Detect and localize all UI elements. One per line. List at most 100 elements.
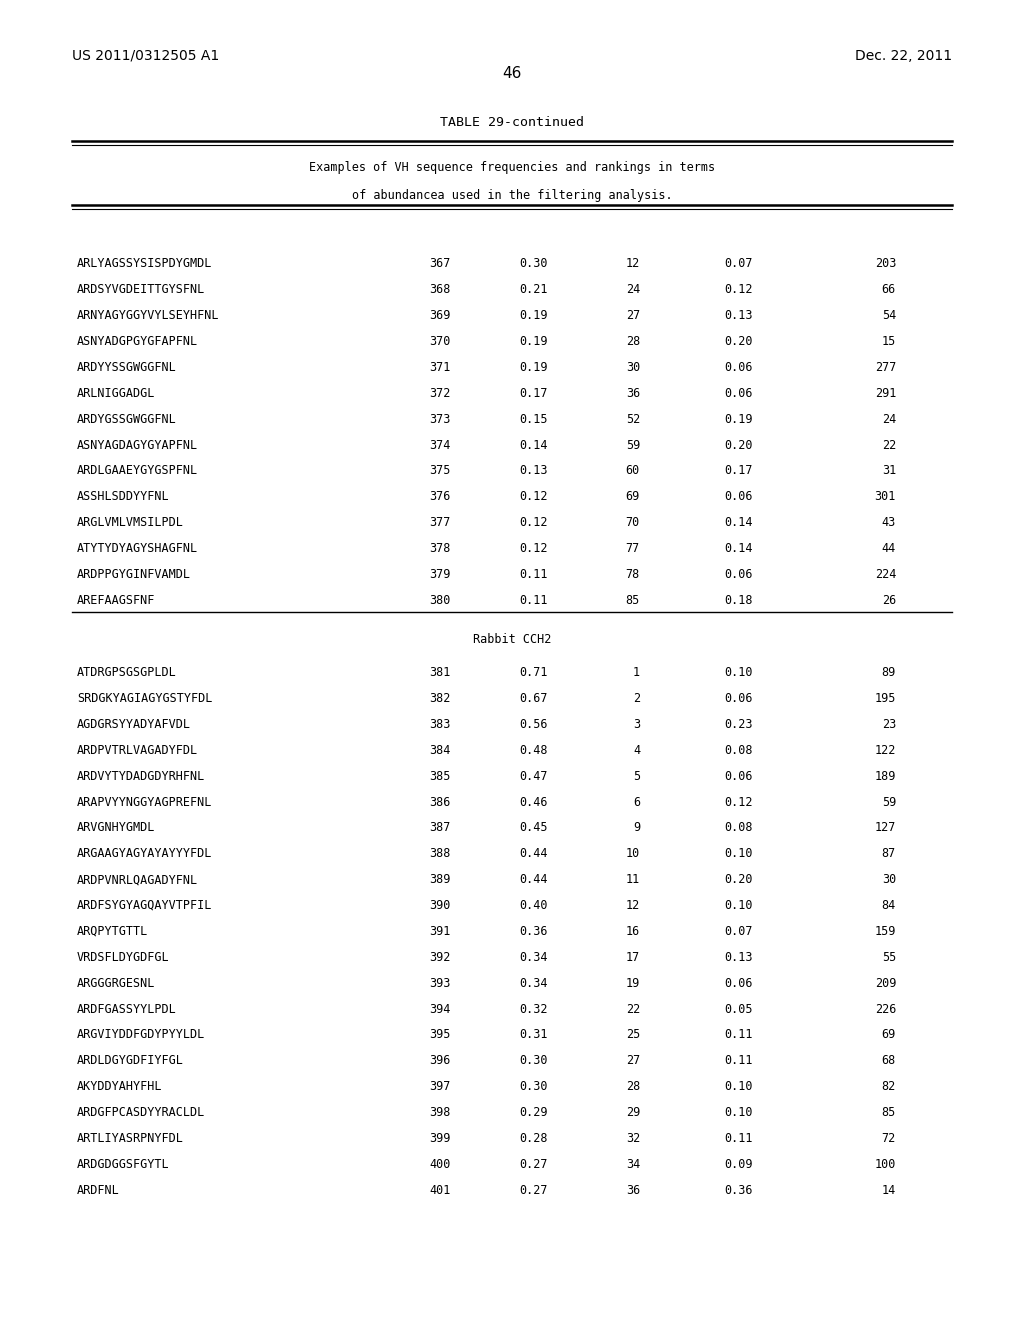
Text: Examples of VH sequence frequencies and rankings in terms: Examples of VH sequence frequencies and … — [309, 161, 715, 174]
Text: 375: 375 — [429, 465, 451, 478]
Text: 1: 1 — [633, 667, 640, 680]
Text: 11: 11 — [626, 873, 640, 886]
Text: 0.21: 0.21 — [519, 284, 548, 296]
Text: ARDFNL: ARDFNL — [77, 1184, 120, 1197]
Text: 400: 400 — [429, 1158, 451, 1171]
Text: 32: 32 — [626, 1131, 640, 1144]
Text: 395: 395 — [429, 1028, 451, 1041]
Text: 376: 376 — [429, 490, 451, 503]
Text: 70: 70 — [626, 516, 640, 529]
Text: 0.14: 0.14 — [724, 516, 753, 529]
Text: 30: 30 — [882, 873, 896, 886]
Text: 0.20: 0.20 — [724, 438, 753, 451]
Text: 46: 46 — [503, 66, 521, 81]
Text: 66: 66 — [882, 284, 896, 296]
Text: 0.34: 0.34 — [519, 977, 548, 990]
Text: 0.36: 0.36 — [724, 1184, 753, 1197]
Text: 374: 374 — [429, 438, 451, 451]
Text: 0.10: 0.10 — [724, 667, 753, 680]
Text: 85: 85 — [882, 1106, 896, 1119]
Text: SRDGKYAGIAGYGSTYFDL: SRDGKYAGIAGYGSTYFDL — [77, 692, 212, 705]
Text: ASNYADGPGYGFAPFNL: ASNYADGPGYGFAPFNL — [77, 335, 198, 348]
Text: 0.28: 0.28 — [519, 1131, 548, 1144]
Text: 23: 23 — [882, 718, 896, 731]
Text: 89: 89 — [882, 667, 896, 680]
Text: ARDPVNRLQAGADYFNL: ARDPVNRLQAGADYFNL — [77, 873, 198, 886]
Text: 373: 373 — [429, 413, 451, 425]
Text: ARQPYTGTTL: ARQPYTGTTL — [77, 925, 148, 939]
Text: Rabbit CCH2: Rabbit CCH2 — [473, 632, 551, 645]
Text: 391: 391 — [429, 925, 451, 939]
Text: 12: 12 — [626, 899, 640, 912]
Text: 31: 31 — [882, 465, 896, 478]
Text: 0.31: 0.31 — [519, 1028, 548, 1041]
Text: 52: 52 — [626, 413, 640, 425]
Text: 25: 25 — [626, 1028, 640, 1041]
Text: 0.46: 0.46 — [519, 796, 548, 809]
Text: 28: 28 — [626, 335, 640, 348]
Text: 398: 398 — [429, 1106, 451, 1119]
Text: ARDVYTYDADGDYRHFNL: ARDVYTYDADGDYRHFNL — [77, 770, 205, 783]
Text: 100: 100 — [874, 1158, 896, 1171]
Text: 19: 19 — [626, 977, 640, 990]
Text: ATYTYDYAGYSHAGFNL: ATYTYDYAGYSHAGFNL — [77, 543, 198, 554]
Text: 384: 384 — [429, 743, 451, 756]
Text: 54: 54 — [882, 309, 896, 322]
Text: 0.56: 0.56 — [519, 718, 548, 731]
Text: 0.09: 0.09 — [724, 1158, 753, 1171]
Text: TABLE 29-continued: TABLE 29-continued — [440, 116, 584, 129]
Text: 82: 82 — [882, 1080, 896, 1093]
Text: 0.06: 0.06 — [724, 692, 753, 705]
Text: 371: 371 — [429, 360, 451, 374]
Text: 0.08: 0.08 — [724, 743, 753, 756]
Text: 0.12: 0.12 — [724, 796, 753, 809]
Text: Dec. 22, 2011: Dec. 22, 2011 — [855, 49, 952, 63]
Text: 34: 34 — [626, 1158, 640, 1171]
Text: 0.10: 0.10 — [724, 1106, 753, 1119]
Text: 0.15: 0.15 — [519, 413, 548, 425]
Text: 0.71: 0.71 — [519, 667, 548, 680]
Text: 396: 396 — [429, 1055, 451, 1068]
Text: 383: 383 — [429, 718, 451, 731]
Text: ARDPPGYGINFVAMDL: ARDPPGYGINFVAMDL — [77, 568, 190, 581]
Text: ARDYYSSGWGGFNL: ARDYYSSGWGGFNL — [77, 360, 176, 374]
Text: 0.07: 0.07 — [724, 257, 753, 271]
Text: 77: 77 — [626, 543, 640, 554]
Text: ARLNIGGADGL: ARLNIGGADGL — [77, 387, 156, 400]
Text: US 2011/0312505 A1: US 2011/0312505 A1 — [72, 49, 219, 63]
Text: ATDRGPSGSGPLDL: ATDRGPSGSGPLDL — [77, 667, 176, 680]
Text: ARGVIYDDFGDYPYYLDL: ARGVIYDDFGDYPYYLDL — [77, 1028, 205, 1041]
Text: 55: 55 — [882, 950, 896, 964]
Text: 0.19: 0.19 — [519, 309, 548, 322]
Text: 0.14: 0.14 — [519, 438, 548, 451]
Text: 85: 85 — [626, 594, 640, 607]
Text: 385: 385 — [429, 770, 451, 783]
Text: 122: 122 — [874, 743, 896, 756]
Text: 28: 28 — [626, 1080, 640, 1093]
Text: 16: 16 — [626, 925, 640, 939]
Text: 0.17: 0.17 — [724, 465, 753, 478]
Text: 291: 291 — [874, 387, 896, 400]
Text: 390: 390 — [429, 899, 451, 912]
Text: 0.06: 0.06 — [724, 568, 753, 581]
Text: 0.20: 0.20 — [724, 873, 753, 886]
Text: 0.32: 0.32 — [519, 1002, 548, 1015]
Text: ARDLDGYGDFIYFGL: ARDLDGYGDFIYFGL — [77, 1055, 183, 1068]
Text: 372: 372 — [429, 387, 451, 400]
Text: 393: 393 — [429, 977, 451, 990]
Text: 0.48: 0.48 — [519, 743, 548, 756]
Text: 84: 84 — [882, 899, 896, 912]
Text: 59: 59 — [626, 438, 640, 451]
Text: 0.10: 0.10 — [724, 847, 753, 861]
Text: 0.19: 0.19 — [724, 413, 753, 425]
Text: 0.12: 0.12 — [519, 490, 548, 503]
Text: 277: 277 — [874, 360, 896, 374]
Text: AREFAAGSFNF: AREFAAGSFNF — [77, 594, 156, 607]
Text: ARDSYVGDEITTGYSFNL: ARDSYVGDEITTGYSFNL — [77, 284, 205, 296]
Text: 9: 9 — [633, 821, 640, 834]
Text: ARDPVTRLVAGADYFDL: ARDPVTRLVAGADYFDL — [77, 743, 198, 756]
Text: 78: 78 — [626, 568, 640, 581]
Text: ARDYGSSGWGGFNL: ARDYGSSGWGGFNL — [77, 413, 176, 425]
Text: 381: 381 — [429, 667, 451, 680]
Text: 388: 388 — [429, 847, 451, 861]
